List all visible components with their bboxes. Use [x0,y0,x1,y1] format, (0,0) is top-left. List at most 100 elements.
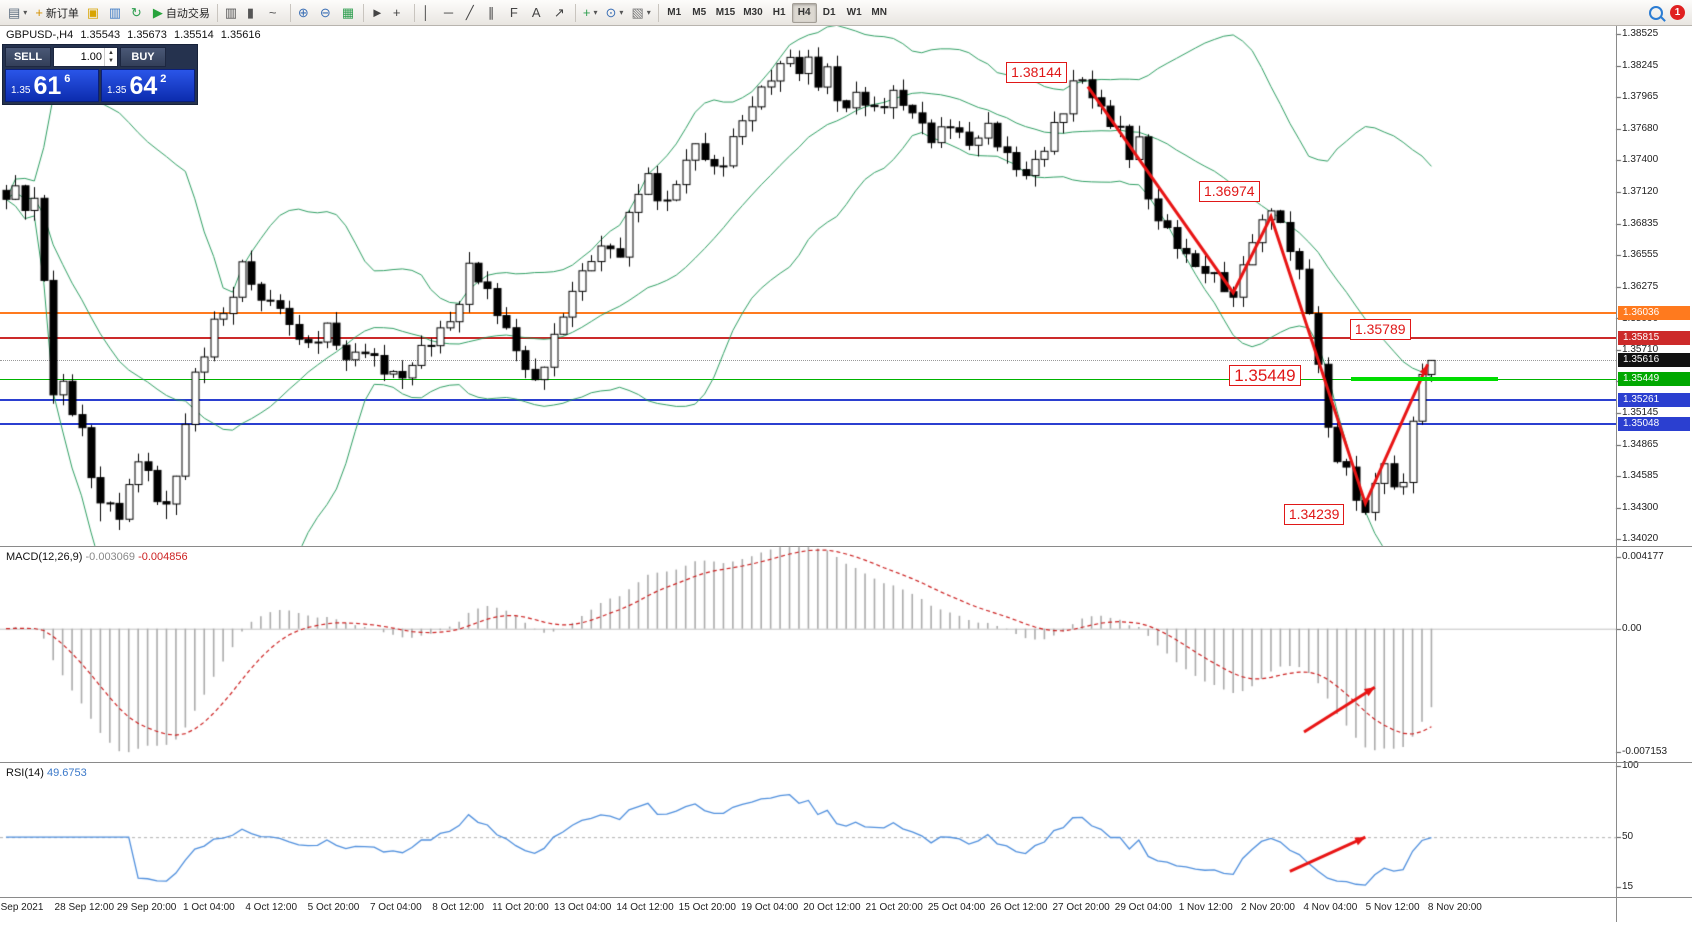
refresh-icon: ↻ [130,5,142,20]
horizontal-line-icon: ─ [443,5,454,20]
vertical-line-button[interactable]: │ [418,2,440,24]
equidistant-channel-icon: ∥ [487,5,495,20]
volume-input[interactable] [54,49,104,65]
macd-axis-tick: 0.004177 [1622,550,1664,562]
templates-button[interactable]: ▧ ▾ [627,2,654,24]
timeframe-m30[interactable]: M30 [739,3,766,23]
ask-price-box[interactable]: 1.35 64 2 [101,69,195,102]
macd-signal-value: -0.004856 [138,551,188,563]
timeframe-m15[interactable]: M15 [712,3,739,23]
periods-button[interactable]: ⊙ ▾ [602,2,628,24]
indicators-icon: + [582,5,591,20]
timeframe-h1[interactable]: H1 [767,3,792,23]
bid-big-digits: 61 [33,72,62,100]
indicators-button[interactable]: + ▾ [579,2,602,24]
zoom-in-icon: ⊕ [297,5,309,20]
sell-button[interactable]: SELL [5,47,51,67]
y-axis-tick: 1.36275 [1622,280,1659,292]
y-axis-tick: 1.37680 [1622,123,1659,135]
zoom-out-icon: ⊖ [319,5,331,20]
timeframe-d1[interactable]: D1 [817,3,842,23]
chart-window-button[interactable]: ▤ ▾ [4,2,31,24]
price-scale-label-1.35616: 1.35616 [1618,353,1690,368]
chart-candles-button[interactable]: ▮ [243,2,265,24]
rsi-value: 49.6753 [46,767,87,779]
timeframe-h4[interactable]: H4 [791,2,817,23]
search-icon[interactable] [1649,5,1663,20]
open-file-button[interactable]: ▣ [83,2,105,24]
annotation-1.34239[interactable]: 1.34239 [1283,503,1345,525]
y-axis-tick: 1.37965 [1622,91,1659,103]
chart-window-icon: ▤ [8,5,21,20]
x-axis-label: 5 Oct 20:00 [307,902,360,913]
vertical-line-icon: │ [421,5,431,20]
rsi-label: RSI(14) 49.6753 [6,767,87,779]
new-order-button[interactable]: + 新订单 [31,2,83,24]
fibonacci-button[interactable]: F [506,2,528,24]
refresh-button[interactable]: ↻ [127,2,149,24]
volume-down-icon[interactable]: ▼ [108,58,114,64]
x-axis-label: 20 Oct 12:00 [803,902,861,913]
support-line-segment[interactable] [1351,377,1498,382]
cursor-button[interactable]: ► [367,2,389,24]
timeframe-mn[interactable]: MN [867,3,892,23]
notification-badge[interactable]: 1 [1670,5,1685,20]
annotation-1.35449[interactable]: 1.35449 [1229,365,1301,387]
hline-1.35261[interactable] [0,399,1616,402]
ask-big-digits: 64 [129,72,158,100]
tile-windows-button[interactable]: ▦ [338,2,360,24]
zoom-in-button[interactable]: ⊕ [294,2,316,24]
market-watch-button[interactable]: ▥ [105,2,127,24]
y-axis-tick: 1.34300 [1622,501,1659,513]
x-axis-label: 4 Nov 04:00 [1303,902,1358,913]
volume-up-icon[interactable]: ▲ [108,50,114,56]
hline-1.35616[interactable] [0,359,1616,361]
text-label-button[interactable]: A [528,2,550,24]
hline-1.35048[interactable] [0,423,1616,426]
cursor-icon: ► [370,5,384,20]
ohlc-high: 1.35673 [127,29,167,41]
x-axis-label: 27 Oct 20:00 [1052,902,1110,913]
periods-icon: ⊙ [605,5,617,20]
x-axis-label: 26 Oct 12:00 [990,902,1048,913]
chart-candles-icon: ▮ [246,5,255,20]
y-axis-tick: 1.37400 [1622,154,1659,166]
auto-trading-button[interactable]: ▶ 自动交易 [149,2,214,24]
ohlc-open: 1.35543 [80,29,121,41]
timeframe-w1[interactable]: W1 [842,3,867,23]
x-axis-label: Sep 2021 [0,902,44,913]
annotation-1.35789[interactable]: 1.35789 [1349,319,1411,341]
trendline-button[interactable]: ╱ [462,2,484,24]
bid-price-box[interactable]: 1.35 61 6 [5,69,99,102]
zoom-out-button[interactable]: ⊖ [316,2,338,24]
price-scale-label-1.35048: 1.35048 [1618,417,1690,432]
horizontal-line-button[interactable]: ─ [440,2,462,24]
x-axis-label: 28 Sep 12:00 [54,902,115,913]
toolbar-separator [574,3,576,22]
equidistant-channel-button[interactable]: ∥ [484,2,506,24]
pane-divider [0,546,1692,547]
ohlc-close: 1.35616 [220,29,261,41]
x-axis-label: 21 Oct 20:00 [865,902,923,913]
chart-bars-button[interactable]: ▥ [221,2,243,24]
annotation-1.36974[interactable]: 1.36974 [1198,181,1260,203]
timeframe-m5[interactable]: M5 [687,3,712,23]
new-order-label: 新订单 [45,7,79,20]
x-axis-label: 14 Oct 12:00 [616,902,674,913]
chart-area[interactable] [0,26,1616,897]
macd-label: MACD(12,26,9) -0.003069 -0.004856 [6,551,188,563]
rsi-name: RSI(14) [6,767,44,779]
chart-line-button[interactable]: ~ [265,2,287,24]
y-axis-tick: 1.36835 [1622,217,1659,229]
x-axis-label: 2 Nov 20:00 [1241,902,1295,913]
hline-1.36036[interactable] [0,312,1616,315]
crosshair-icon: + [392,5,401,20]
y-axis-tick: 1.37120 [1622,185,1659,197]
timeframe-m1[interactable]: M1 [662,3,687,23]
crosshair-button[interactable]: + [389,2,411,24]
x-axis-label: 25 Oct 04:00 [927,902,986,913]
buy-button[interactable]: BUY [120,47,166,67]
macd-main-value: -0.003069 [85,551,136,563]
arrows-tool-button[interactable]: ↗ [550,2,572,24]
annotation-1.38144[interactable]: 1.38144 [1006,62,1067,84]
